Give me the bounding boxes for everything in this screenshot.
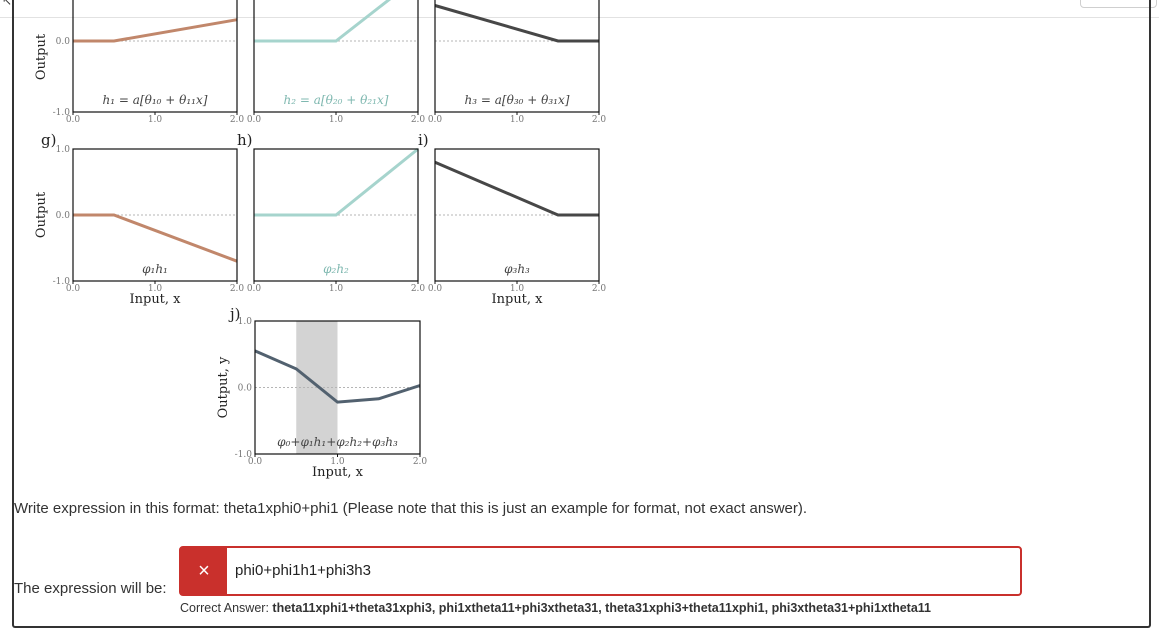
answer-box[interactable]: ×: [179, 546, 1022, 596]
incorrect-icon: ×: [181, 548, 227, 594]
panel-letter: g): [41, 131, 56, 149]
figure: 0.0 1.0 2.0-1.00.0h₁ = a[θ₁₀ + θ₁₁x]Output…: [34, 0, 607, 480]
x-tick-label: 2.0: [592, 115, 607, 125]
correct-answer-value: theta11xphi1+theta31xphi3, phi1xtheta11+…: [272, 601, 932, 615]
x-tick-label: 2.0: [413, 457, 428, 467]
expression-label: The expression will be:: [14, 580, 167, 597]
y-tick-label: 0.0: [56, 37, 71, 47]
panel-top2: 0.0 1.0 2.0 h₂ = a[θ₂₀ + θ₂₁x]: [247, 0, 426, 125]
panel-j: 0.0 1.0 2.0-1.00.01.0φ₀+φ₁h₁+φ₂h₂+φ₃h₃j)Ou…: [216, 305, 427, 480]
x-axis-label: Input, x: [312, 465, 364, 480]
question-prompt: Write expression in this format: theta1x…: [14, 500, 808, 517]
y-axis-label: Output: [34, 191, 49, 238]
correct-answer-label: Correct Answer:: [180, 601, 269, 615]
corner-arrow-icon: ↖: [2, 0, 13, 8]
panel-letter: i): [418, 131, 429, 149]
curve-label-top1: h₁ = a[θ₁₀ + θ₁₁x]: [103, 93, 208, 107]
series-line-j: [254, 349, 421, 404]
curve-label-j: φ₀+φ₁h₁+φ₂h₂+φ₃h₃: [277, 435, 398, 449]
x-tick-label: 0.0: [247, 115, 262, 125]
y-axis-label: Output: [34, 33, 49, 80]
curve-label-g: φ₁h₁: [142, 262, 168, 276]
panel-letter: j): [228, 305, 241, 323]
x-tick-label: 2.0: [230, 284, 245, 294]
x-axis-label: Input, x: [129, 292, 181, 307]
x-tick-label: 1.0: [510, 115, 525, 125]
y-tick-label: 0.0: [238, 384, 253, 394]
x-axis-label: Input, x: [491, 292, 543, 307]
y-tick-label: -1.0: [53, 277, 71, 287]
expression-input[interactable]: [235, 548, 434, 594]
top-divider: [0, 17, 1159, 18]
question-frame: [12, 0, 1151, 628]
x-tick-label: 1.0: [329, 284, 344, 294]
x-tick-label: 0.0: [428, 115, 443, 125]
curve-label-top3: h₃ = a[θ₃₀ + θ₃₁x]: [465, 93, 570, 107]
correct-answer: Correct Answer: theta11xphi1+theta31xphi…: [180, 601, 931, 615]
y-axis-label: Output, y: [216, 356, 231, 418]
x-tick-label: 2.0: [411, 284, 426, 294]
x-tick-label: 2.0: [230, 115, 245, 125]
series-line-top2: [254, 0, 392, 43]
panel-h: 0.0 1.0 2.0 φ₂h₂ h): [237, 131, 425, 294]
x-tick-label: 0.0: [248, 457, 263, 467]
series-line-top1: [73, 18, 238, 43]
curve-label-h: φ₂h₂: [323, 262, 349, 276]
x-tick-label: 1.0: [330, 457, 345, 467]
y-tick-label: -1.0: [235, 450, 253, 460]
x-tick-label: 1.0: [148, 115, 163, 125]
x-tick-label: 0.0: [247, 284, 262, 294]
panel-i: 0.0 1.0 2.0 φ₃h₃ i) Input, x: [418, 131, 606, 307]
curve-label-top2: h₂ = a[θ₂₀ + θ₂₁x]: [284, 93, 389, 107]
panel-letter: h): [237, 131, 253, 149]
y-tick-label: 1.0: [56, 145, 71, 155]
x-tick-label: 0.0: [66, 115, 81, 125]
x-tick-label: 1.0: [148, 284, 163, 294]
x-tick-label: 2.0: [592, 284, 607, 294]
x-tick-label: 0.0: [66, 284, 81, 294]
panel-top3: 0.0 1.0 2.0 h₃ = a[θ₃₀ + θ₃₁x]: [428, 0, 607, 125]
x-tick-label: 0.0: [428, 284, 443, 294]
x-tick-label: 2.0: [411, 115, 426, 125]
top-button[interactable]: [1080, 0, 1157, 8]
panel-top1: 0.0 1.0 2.0-1.00.0h₁ = a[θ₁₀ + θ₁₁x]Output: [34, 0, 244, 125]
y-tick-label: 0.0: [56, 211, 71, 221]
y-tick-label: -1.0: [53, 108, 71, 118]
series-line-h: [254, 147, 419, 217]
series-line-i: [434, 160, 599, 217]
y-tick-label: 1.0: [238, 317, 253, 327]
curve-label-i: φ₃h₃: [504, 262, 530, 276]
series-line-g: [73, 213, 238, 263]
x-tick-label: 1.0: [329, 115, 344, 125]
x-tick-label: 1.0: [510, 284, 525, 294]
series-line-top3: [434, 4, 599, 43]
